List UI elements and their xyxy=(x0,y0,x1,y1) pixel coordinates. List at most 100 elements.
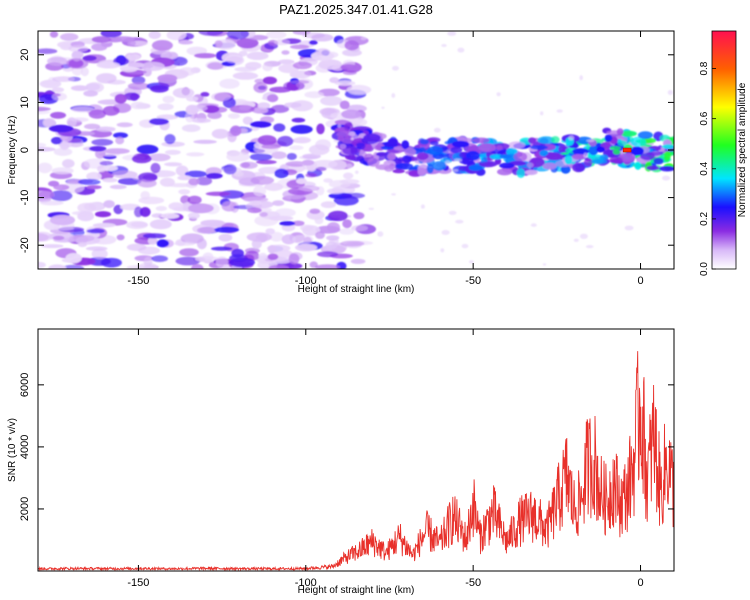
spectrogram-speck xyxy=(448,210,457,215)
spectrogram-cell xyxy=(104,148,130,155)
snr-xtick-label: 0 xyxy=(637,577,643,589)
spectrogram-cell xyxy=(229,257,256,268)
spectrogram-ridge-cell xyxy=(616,128,624,136)
spectrogram-ridge-cell xyxy=(383,165,394,172)
spectrogram-cell xyxy=(65,253,82,264)
spectrogram-cell xyxy=(141,61,165,71)
spectrogram-cell xyxy=(274,249,293,258)
spectrogram-cell xyxy=(109,184,127,190)
spectrogram-cell xyxy=(286,153,297,160)
spectrogram-cell xyxy=(267,94,279,103)
spectrogram-cell xyxy=(215,256,229,268)
spectrogram-cell xyxy=(160,213,180,219)
spectrogram-ridge-cell xyxy=(609,156,623,164)
spectrogram-cell xyxy=(346,84,372,95)
spectrogram-xtick-label: -150 xyxy=(127,275,149,287)
spectrogram-cell xyxy=(59,140,70,151)
spectrogram-cell xyxy=(268,215,294,221)
figure-title: PAZ1.2025.347.01.41.G28 xyxy=(279,2,433,17)
spectrogram-cell xyxy=(47,56,68,66)
spectrogram-ridge-cell xyxy=(588,145,599,156)
spectrogram-ridge-cell xyxy=(489,154,504,160)
spectrogram-ridge-cell xyxy=(468,164,483,171)
spectrogram-cell xyxy=(134,206,143,218)
spectrogram-cell xyxy=(329,77,340,84)
spectrogram-cell xyxy=(292,234,314,245)
spectrogram-cell xyxy=(52,235,65,241)
spectrogram-cell xyxy=(318,59,343,70)
spectrogram-cell xyxy=(77,178,101,186)
spectrogram-cell xyxy=(116,234,125,241)
snr-background xyxy=(38,329,674,571)
spectrogram-cell xyxy=(178,40,194,45)
spectrogram-cell xyxy=(194,53,217,59)
spectrogram-speck xyxy=(540,111,544,116)
spectrogram-cell xyxy=(149,219,172,230)
spectrogram-speck xyxy=(667,90,673,95)
spectrogram-cell xyxy=(315,231,325,239)
spectrogram-cell xyxy=(225,56,243,64)
spectrogram-speck xyxy=(568,135,575,141)
spectrogram-speck xyxy=(573,238,579,242)
spectrogram-ridge-cell xyxy=(344,122,354,131)
spectrogram-xtick-label: -50 xyxy=(465,275,481,287)
spectrogram-cell xyxy=(242,116,253,125)
spectrogram-ridge-cell xyxy=(426,163,434,174)
spectrogram-ridge-cell xyxy=(401,140,410,150)
spectrogram-cell xyxy=(61,264,85,269)
spectrogram-ridge-cell xyxy=(450,146,463,154)
spectrogram-cell xyxy=(200,219,225,227)
spectrogram-cell xyxy=(256,160,277,165)
spectrogram-speck xyxy=(445,160,451,165)
spectrogram-cell xyxy=(116,122,133,128)
spectrogram-ridge-cell xyxy=(499,154,512,159)
spectrogram-cell xyxy=(126,54,141,61)
spectrogram-cell xyxy=(353,212,365,220)
spectrogram-cell xyxy=(268,264,290,269)
colorbar: 0.0 0.2 0.4 0.6 0.8 Normalized spectral ampl… xyxy=(699,30,748,276)
spectrogram-cell xyxy=(320,201,336,209)
spectrogram-cell xyxy=(94,211,112,218)
spectrogram-cell xyxy=(228,113,240,119)
spectrogram-cell xyxy=(70,85,89,91)
spectrogram-ridge-cell xyxy=(560,165,571,174)
spectrogram-cell xyxy=(88,109,106,119)
spectrogram-cell xyxy=(187,195,202,205)
spectrogram-cell xyxy=(292,31,311,35)
spectrogram-cell xyxy=(188,203,214,214)
spectrogram-cell xyxy=(247,207,262,214)
spectrogram-speck xyxy=(579,75,583,81)
spectrogram-cell xyxy=(187,212,200,219)
spectrogram-cell xyxy=(38,233,49,242)
spectrogram-cell xyxy=(68,45,89,53)
spectrogram-cell xyxy=(259,212,268,217)
spectrogram-speck xyxy=(381,106,385,110)
spectrogram-cell xyxy=(207,62,224,70)
spectrogram-ridge-cell xyxy=(373,145,384,151)
spectrogram-cell xyxy=(157,103,174,111)
spectrogram-cell xyxy=(96,61,121,69)
spectrogram-xtick-label: -100 xyxy=(295,275,317,287)
spectrogram-ridge-cell xyxy=(564,155,573,165)
spectrogram-cell xyxy=(340,240,365,247)
spectrogram-cell xyxy=(138,246,160,255)
spectrogram-cell xyxy=(344,40,360,51)
spectrogram-cell xyxy=(323,178,333,183)
spectrogram-cell xyxy=(232,72,259,80)
spectrogram-cell xyxy=(51,87,65,93)
spectrogram-cell xyxy=(115,136,125,145)
spectrogram-cell xyxy=(51,167,74,175)
spectrogram-cell xyxy=(159,177,175,187)
spectrogram-cell xyxy=(66,58,89,69)
spectrogram-cell xyxy=(49,31,59,38)
spectrogram-speck xyxy=(586,139,595,143)
spectrogram-cell xyxy=(326,235,340,241)
spectrogram-cell xyxy=(302,225,321,236)
spectrogram-ridge-cell xyxy=(630,146,644,156)
spectrogram-ridge-cell xyxy=(480,161,498,167)
spectrogram-cell xyxy=(77,211,95,222)
spectrogram-cell xyxy=(91,36,112,43)
spectrogram-cell xyxy=(179,248,199,257)
spectrogram-cell xyxy=(249,200,262,206)
spectrogram-cell xyxy=(49,190,73,202)
